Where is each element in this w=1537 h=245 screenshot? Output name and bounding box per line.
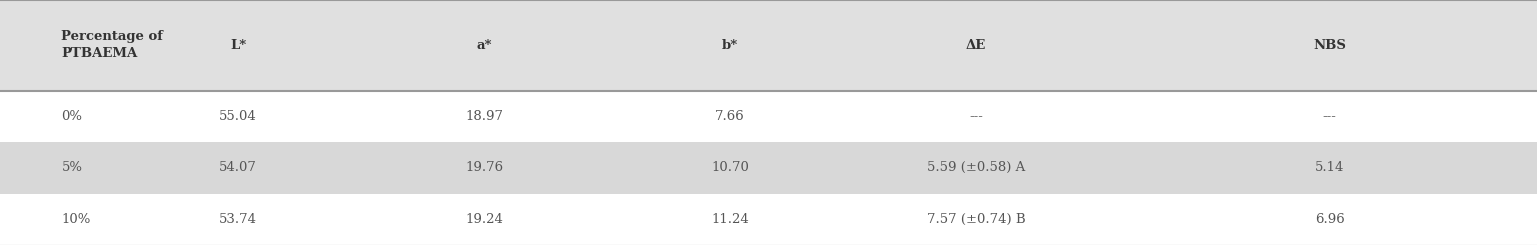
Text: 6.96: 6.96 xyxy=(1314,213,1345,226)
Text: ---: --- xyxy=(968,110,984,123)
Text: NBS: NBS xyxy=(1313,39,1346,52)
Text: 5.59 (±0.58) A: 5.59 (±0.58) A xyxy=(927,161,1025,174)
Text: 5%: 5% xyxy=(61,161,83,174)
Text: 19.24: 19.24 xyxy=(466,213,503,226)
Text: 0%: 0% xyxy=(61,110,83,123)
Text: 7.57 (±0.74) B: 7.57 (±0.74) B xyxy=(927,213,1025,226)
Bar xyxy=(0,91,1537,142)
Text: 11.24: 11.24 xyxy=(712,213,749,226)
Text: Percentage of
PTBAEMA: Percentage of PTBAEMA xyxy=(61,30,163,60)
Text: ΔE: ΔE xyxy=(965,39,987,52)
Bar xyxy=(0,194,1537,245)
Text: b*: b* xyxy=(722,39,738,52)
Bar xyxy=(0,0,1537,91)
Text: L*: L* xyxy=(231,39,246,52)
Text: 5.14: 5.14 xyxy=(1314,161,1345,174)
Text: 19.76: 19.76 xyxy=(466,161,503,174)
Text: a*: a* xyxy=(476,39,492,52)
Text: 18.97: 18.97 xyxy=(466,110,503,123)
Text: 55.04: 55.04 xyxy=(220,110,257,123)
Text: 54.07: 54.07 xyxy=(220,161,257,174)
Bar xyxy=(0,142,1537,194)
Text: 10.70: 10.70 xyxy=(712,161,749,174)
Text: 53.74: 53.74 xyxy=(220,213,257,226)
Text: 10%: 10% xyxy=(61,213,91,226)
Text: 7.66: 7.66 xyxy=(715,110,745,123)
Text: ---: --- xyxy=(1322,110,1337,123)
